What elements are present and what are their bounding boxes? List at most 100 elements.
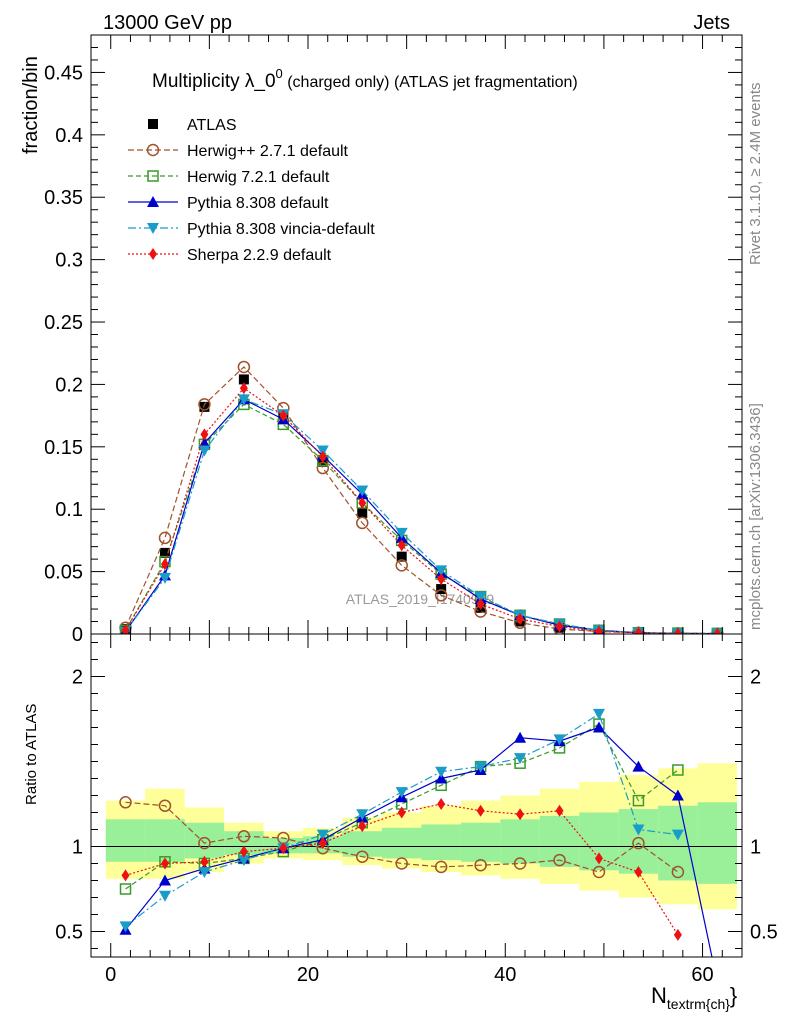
ratio-y-tick-label-right: 0.5 [750, 922, 778, 944]
series-point [671, 865, 685, 879]
series-point [632, 836, 645, 850]
legend-entry: ATLAS [148, 117, 237, 134]
series-point [160, 857, 169, 870]
legend-marker [149, 248, 157, 260]
inner-uncertainty-band [145, 819, 185, 862]
inner-uncertainty-band [105, 819, 146, 862]
series-point [555, 620, 564, 633]
series-point [395, 787, 408, 799]
chart-title-sup: 0 [276, 66, 283, 81]
series-point [713, 627, 722, 634]
series-point [592, 721, 605, 733]
series-point [594, 625, 603, 634]
y-tick-label: 0.2 [55, 374, 83, 396]
series-point [356, 516, 369, 530]
ratio-series-3 [119, 708, 684, 933]
legend-label: ATLAS [187, 117, 237, 134]
series-point [514, 731, 527, 743]
main-plot-area [119, 360, 724, 634]
series-point [318, 450, 327, 463]
y-tick-label: 0.25 [44, 312, 83, 334]
legend-entry: Herwig 7.2.1 default [128, 169, 330, 186]
legend-entry: Sherpa 2.2.9 default [128, 247, 332, 264]
chart-title-main: Multiplicity λ_0 [152, 71, 276, 92]
ratio-series-4 [121, 798, 682, 941]
legend: ATLAS Herwig++ 2.7.1 default Herwig 7.2.1 … [128, 117, 375, 264]
series-line [125, 398, 718, 634]
y-tick-label: 0.05 [44, 562, 83, 584]
series-point [237, 360, 251, 374]
series-point [592, 865, 606, 879]
legend-marker [147, 170, 159, 182]
series-point [553, 853, 566, 867]
series-point [160, 558, 169, 571]
series-point [673, 928, 682, 941]
series-line [125, 398, 718, 634]
series-point [198, 398, 211, 411]
series-point [435, 766, 448, 778]
mcplots-label: mcplots.cern.ch [arXiv:1306.3436] [747, 403, 764, 630]
series-point [437, 573, 446, 586]
y-tick-label: 0.45 [44, 62, 83, 84]
series-point [476, 598, 485, 611]
inner-uncertainty-band [618, 809, 659, 874]
x-tick-label: 40 [494, 964, 516, 986]
ratio-y-axis-label: Ratio to ATLAS [23, 704, 40, 805]
header-left: 13000 GeV pp [103, 12, 232, 34]
series-point [513, 857, 527, 870]
series-point [238, 374, 249, 385]
series-point [555, 804, 564, 817]
ratio-y-tick-label: 0.5 [55, 922, 83, 944]
legend-label: Pythia 8.308 vincia-default [187, 221, 375, 238]
series-point [437, 798, 446, 810]
series-point [672, 764, 684, 776]
series-point [316, 829, 329, 841]
analysis-watermark: ATLAS_2019_I1740909 [346, 591, 495, 607]
main-series-5 [121, 382, 722, 634]
x-tick-label: 20 [297, 964, 319, 986]
series-point [200, 428, 209, 441]
legend-label: Herwig 7.2.1 default [187, 169, 330, 186]
ratio-uncertainty-bands [91, 763, 742, 910]
legend-label: Herwig++ 2.7.1 default [187, 143, 349, 160]
series-point [592, 708, 605, 720]
series-point [435, 772, 448, 784]
x-tick-label: 60 [691, 964, 713, 986]
ratio-y-tick-label: 2 [72, 667, 83, 689]
series-point [516, 613, 525, 626]
series-point [198, 867, 211, 878]
legend-label: Sherpa 2.2.9 default [187, 247, 332, 264]
y-tick-label: 0.3 [55, 250, 83, 272]
series-point [673, 627, 682, 634]
y-tick-label: 0 [72, 624, 83, 646]
main-y-axis-label: fraction/bin [20, 56, 42, 154]
series-point [239, 845, 248, 858]
series-point [121, 624, 130, 634]
ratio-y-tick-label-right: 1 [750, 837, 761, 859]
ratio-y-tick-label: 1 [72, 837, 83, 859]
chart-title: Multiplicity λ_00 (charged only) (ATLAS … [152, 66, 578, 92]
series-point [514, 753, 527, 765]
series-point [358, 496, 367, 509]
series-point [121, 869, 130, 882]
axes: 00.050.10.150.20.250.30.350.40.450 20 40 60… [44, 34, 778, 986]
y-tick-label: 0.35 [44, 187, 83, 209]
series-point [119, 921, 132, 933]
series-point [358, 820, 367, 833]
series-point [474, 591, 487, 603]
inner-uncertainty-band [460, 822, 501, 862]
legend-entry: Herwig++ 2.7.1 default [128, 143, 349, 160]
series-point [397, 539, 406, 552]
series-point [158, 799, 172, 812]
series-point [198, 836, 211, 850]
legend-marker [146, 143, 160, 157]
series-point [632, 760, 645, 772]
legend-marker [148, 119, 158, 129]
series-point [476, 804, 485, 817]
series-point [634, 626, 643, 634]
series-point [237, 394, 250, 406]
chart-title-rest: (charged only) (ATLAS jet fragmentation) [283, 74, 578, 91]
series-point [158, 531, 172, 545]
series-point [198, 445, 211, 457]
series-line [125, 726, 713, 957]
